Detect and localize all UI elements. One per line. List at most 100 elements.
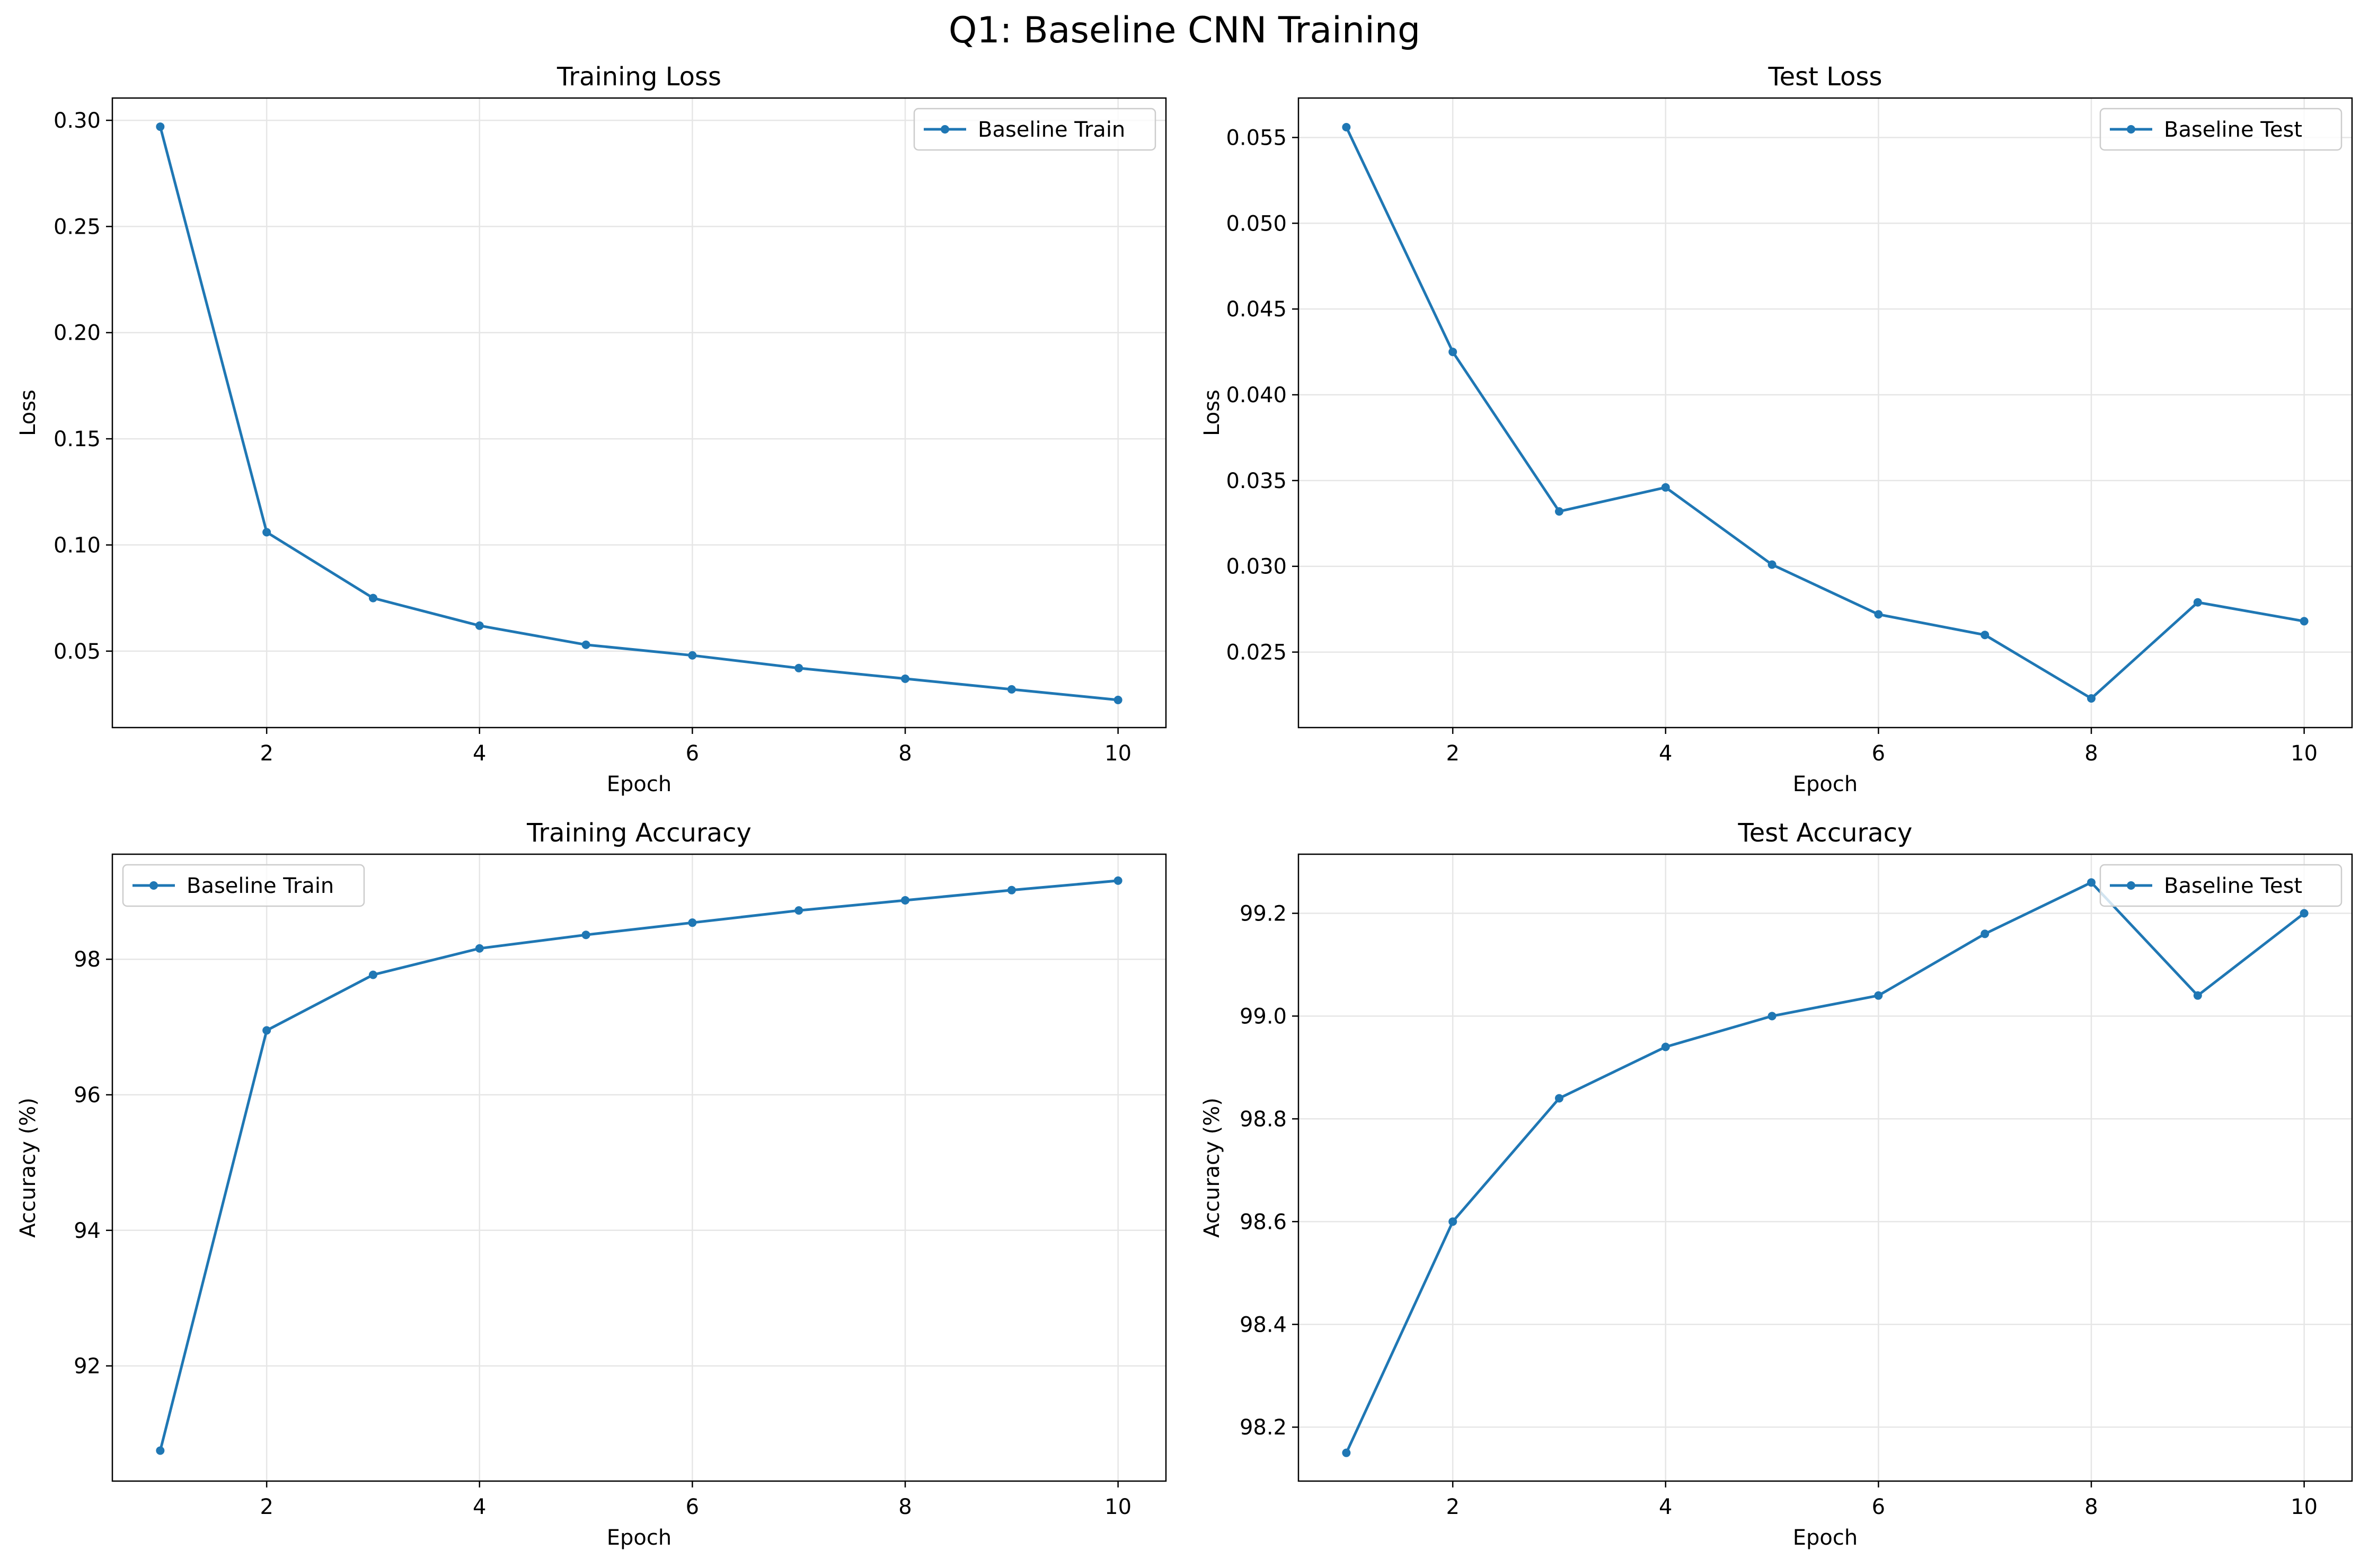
data-point — [1661, 1042, 1670, 1051]
data-point — [368, 593, 377, 603]
y-tick-label: 98.8 — [1240, 1107, 1287, 1131]
data-point — [688, 651, 697, 660]
y-tick-label: 0.055 — [1226, 126, 1287, 150]
x-axis-label: Epoch — [607, 772, 671, 796]
y-tick-label: 99.0 — [1240, 1004, 1287, 1029]
x-tick-label: 2 — [260, 1495, 273, 1519]
data-point — [901, 896, 910, 905]
y-tick-label: 94 — [74, 1219, 101, 1243]
data-point — [794, 663, 803, 672]
legend: Baseline Train — [913, 108, 1156, 151]
y-tick-label: 98.4 — [1240, 1313, 1287, 1337]
x-tick-label: 4 — [473, 741, 486, 766]
y-axis-label: Loss — [16, 389, 40, 436]
data-point — [1448, 1217, 1457, 1226]
data-point — [794, 906, 803, 915]
y-tick-label: 0.045 — [1226, 297, 1287, 322]
y-tick-label: 0.050 — [1226, 211, 1287, 236]
axes-frame — [1297, 97, 2353, 729]
data-point — [156, 122, 165, 131]
legend-box — [122, 864, 365, 907]
y-tick-label: 98.6 — [1240, 1210, 1287, 1234]
subplot-3: 2 4 6 8 10 92 94 96 98 Training Accuracy Epoch Accu… — [16, 818, 1167, 1550]
plot-area — [1298, 98, 2352, 728]
data-point — [262, 1026, 271, 1035]
plot-area — [112, 854, 1166, 1481]
series-line — [158, 879, 1120, 1452]
legend-marker — [149, 881, 158, 890]
legend: Baseline Train — [122, 864, 365, 907]
series-line — [1345, 881, 2306, 1455]
data-point — [1007, 685, 1016, 694]
y-tick-label: 99.2 — [1240, 902, 1287, 926]
data-point — [475, 621, 484, 630]
data-point — [262, 528, 271, 537]
data-point — [1554, 1094, 1563, 1103]
x-tick-label: 8 — [2084, 1495, 2098, 1519]
data-point — [2087, 878, 2096, 887]
y-tick-label: 0.025 — [1226, 641, 1287, 665]
legend-marker — [2127, 125, 2135, 134]
x-axis-label: Epoch — [1793, 1526, 1858, 1550]
x-tick-label: 10 — [1104, 1495, 1132, 1519]
legend-label: Baseline Train — [187, 874, 334, 898]
data-point — [2300, 909, 2309, 918]
legend-box — [2099, 108, 2343, 151]
y-tick-label: 0.040 — [1226, 383, 1287, 407]
subplot-title: Test Accuracy — [1738, 818, 1913, 848]
data-point — [1113, 695, 1122, 704]
x-tick-label: 8 — [2084, 741, 2098, 766]
legend-marker — [2127, 881, 2135, 890]
data-point — [1448, 348, 1457, 357]
y-tick-label: 98.2 — [1240, 1415, 1287, 1440]
data-point — [2300, 617, 2309, 626]
y-tick-label: 0.05 — [54, 640, 101, 664]
x-tick-label: 6 — [1872, 741, 1885, 766]
series-line — [1345, 126, 2306, 700]
plot-area — [112, 98, 1166, 728]
y-tick-label: 96 — [74, 1083, 101, 1108]
y-tick-label: 0.20 — [54, 321, 101, 346]
x-tick-label: 10 — [2291, 1495, 2318, 1519]
x-tick-label: 8 — [898, 1495, 912, 1519]
y-tick-label: 0.25 — [54, 215, 101, 239]
data-point — [1342, 1448, 1351, 1457]
axes-frame — [111, 853, 1167, 1482]
data-point — [1342, 123, 1351, 132]
subplot-2: 2 4 6 8 10 0.025 0.030 0.035 0.040 0.045 0.050 0.05… — [1200, 62, 2353, 796]
data-point — [2087, 694, 2096, 703]
legend-box — [2099, 864, 2343, 907]
data-point — [1554, 507, 1563, 516]
data-point — [1113, 876, 1122, 885]
legend-label: Baseline Test — [2164, 874, 2302, 898]
x-tick-label: 4 — [1659, 1495, 1672, 1519]
data-point — [368, 970, 377, 979]
x-axis-label: Epoch — [1793, 772, 1858, 796]
y-tick-label: 0.15 — [54, 427, 101, 451]
data-point — [1981, 631, 1990, 640]
subplot-4: 2 4 6 8 10 98.2 98.4 98.6 98.8 99.0 99.2 Test Accur… — [1200, 818, 2353, 1550]
axes-frame — [1297, 853, 2353, 1482]
data-point — [1661, 483, 1670, 492]
legend-label: Baseline Train — [978, 118, 1125, 142]
y-tick-label: 0.030 — [1226, 555, 1287, 579]
data-point — [156, 1446, 165, 1455]
y-axis-label: Loss — [1200, 389, 1224, 436]
figure-title: Q1: Baseline CNN Training — [948, 10, 1421, 51]
x-tick-label: 6 — [686, 1495, 699, 1519]
y-tick-label: 0.10 — [54, 533, 101, 557]
x-tick-label: 6 — [1872, 1495, 1885, 1519]
x-tick-label: 2 — [1446, 1495, 1459, 1519]
legend: Baseline Test — [2099, 108, 2343, 151]
data-point — [475, 944, 484, 953]
plot-area — [1298, 854, 2352, 1481]
subplot-title: Training Loss — [556, 62, 721, 92]
x-tick-label: 4 — [473, 1495, 486, 1519]
data-point — [1767, 1012, 1776, 1021]
x-tick-label: 10 — [2291, 741, 2318, 766]
data-point — [901, 674, 910, 683]
data-point — [2193, 991, 2202, 1000]
y-tick-label: 0.035 — [1226, 469, 1287, 493]
data-point — [581, 640, 590, 649]
